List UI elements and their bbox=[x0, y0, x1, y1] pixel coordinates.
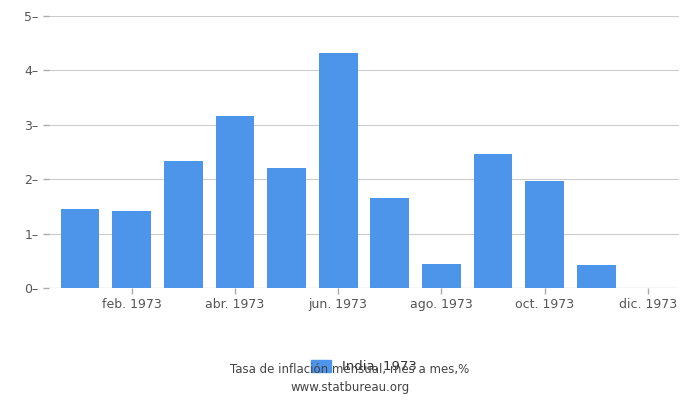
Bar bbox=[370, 198, 410, 288]
Bar bbox=[526, 181, 564, 288]
Bar bbox=[164, 161, 202, 288]
Bar bbox=[577, 265, 616, 288]
Bar bbox=[318, 53, 358, 288]
Bar bbox=[112, 211, 151, 288]
Bar bbox=[61, 209, 99, 288]
Text: Tasa de inflación mensual, mes a mes,%: Tasa de inflación mensual, mes a mes,% bbox=[230, 364, 470, 376]
Bar bbox=[422, 264, 461, 288]
Legend: India, 1973: India, 1973 bbox=[306, 354, 422, 378]
Bar bbox=[216, 116, 254, 288]
Bar bbox=[267, 168, 306, 288]
Text: www.statbureau.org: www.statbureau.org bbox=[290, 382, 410, 394]
Bar bbox=[474, 154, 512, 288]
